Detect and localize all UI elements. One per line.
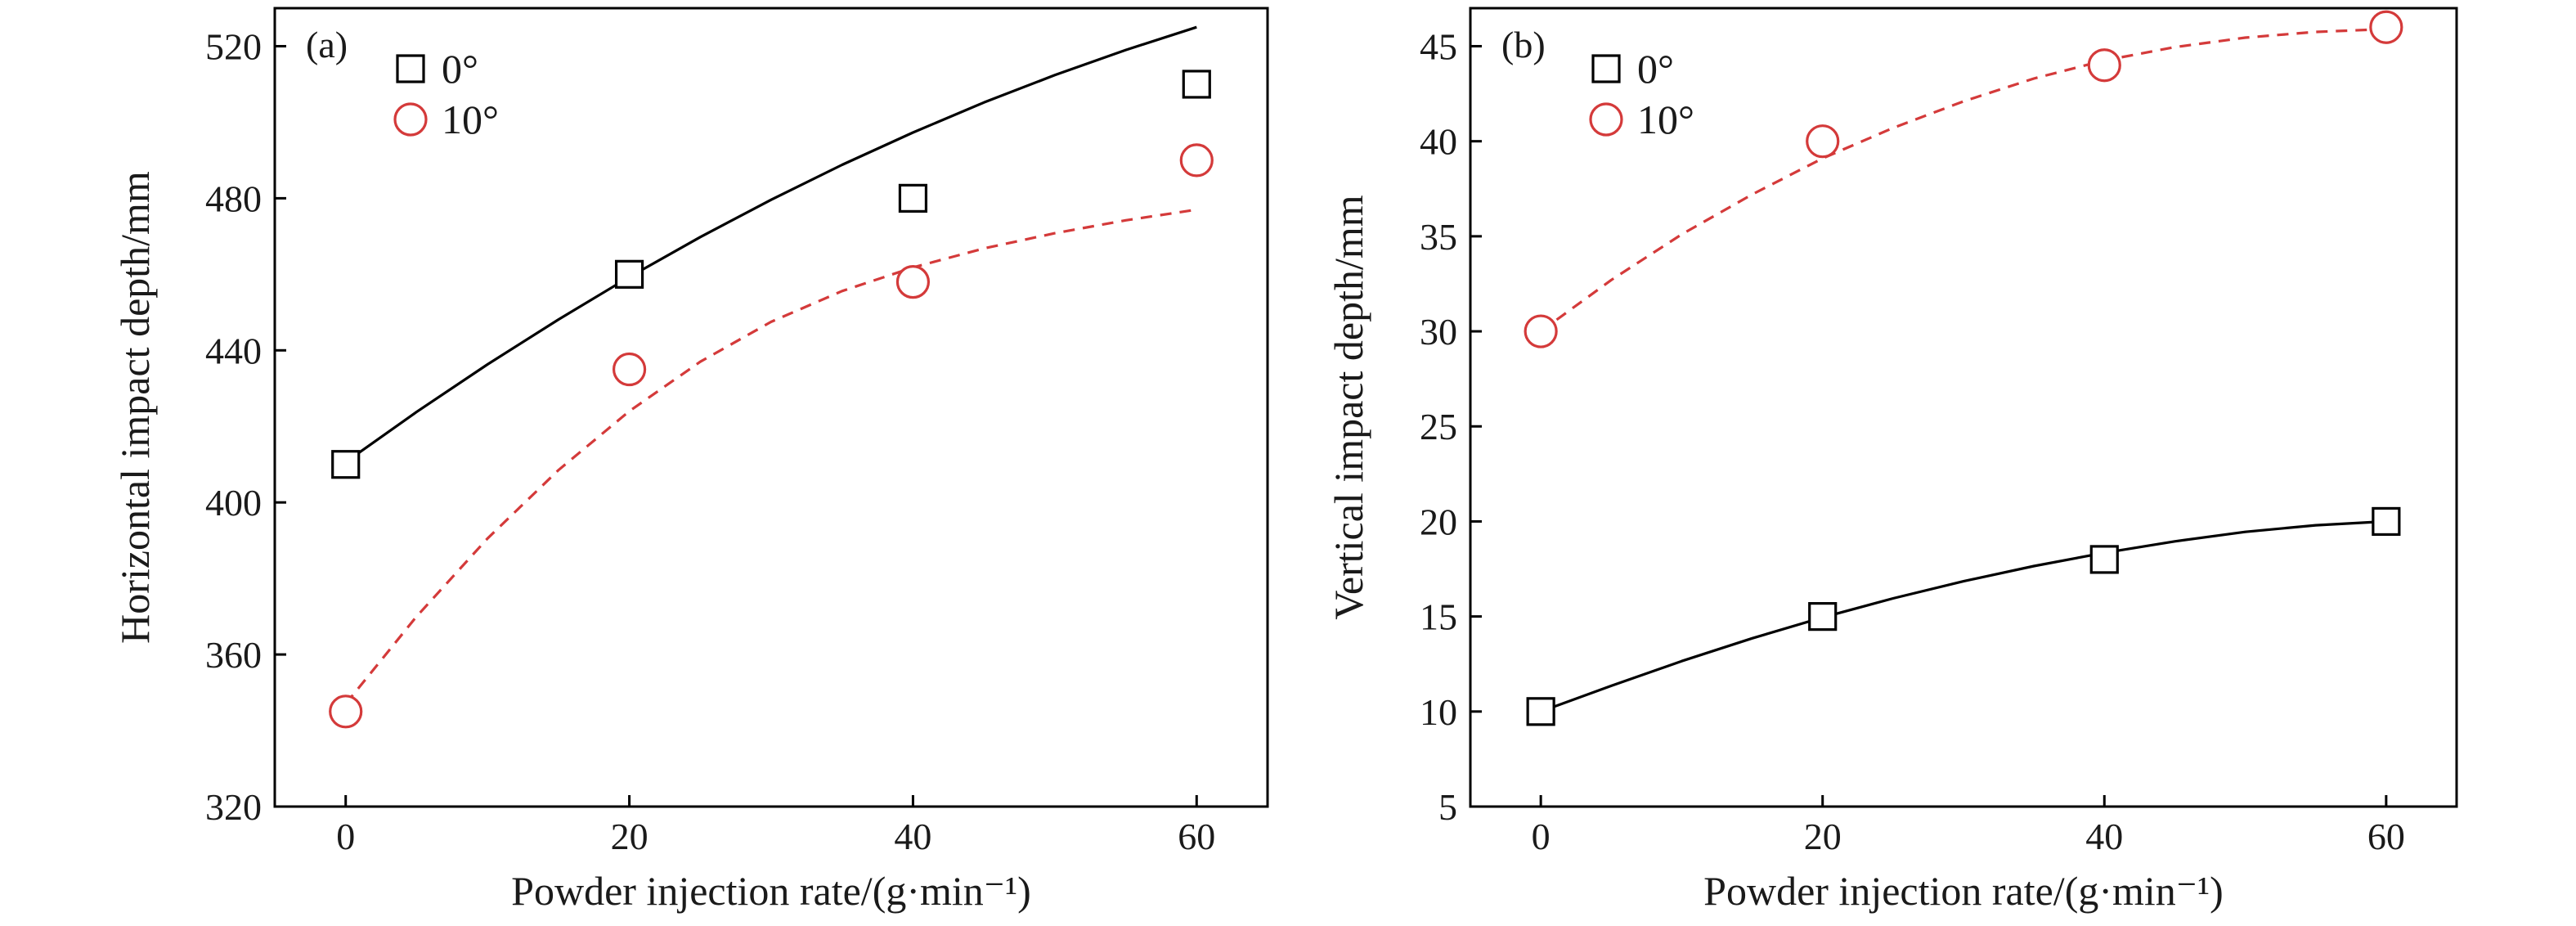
legend-marker-circle — [393, 102, 428, 137]
plot-frame — [273, 7, 1269, 808]
y-tick-label: 5 — [1438, 786, 1457, 828]
legend-label: 0° — [1637, 46, 1674, 92]
data-point-square — [2089, 545, 2119, 574]
legend-label: 10° — [1637, 97, 1694, 142]
panel-b: 0 20 40 60 5 10 15 20 25 30 35 40 45 Powder injection… — [1326, 7, 2458, 914]
y-tick-label: 25 — [1420, 406, 1457, 447]
data-point-square — [2372, 506, 2401, 537]
panel-label: (a) — [306, 24, 348, 65]
data-point-circle — [2087, 48, 2121, 83]
data-point-square — [1808, 602, 1838, 632]
fit-curve-series-1 — [1540, 28, 2386, 333]
legend-marker-square — [1591, 54, 1621, 83]
y-tick-label: 520 — [205, 25, 262, 67]
data-point-circle — [329, 694, 363, 729]
x-tick-label: 60 — [2367, 816, 2405, 857]
legend-label: 10° — [442, 97, 499, 142]
y-tick-label: 35 — [1420, 216, 1457, 258]
y-tick-label: 40 — [1420, 121, 1457, 163]
data-point-square — [898, 183, 928, 213]
data-point-circle — [612, 352, 647, 387]
data-point-square — [614, 259, 644, 289]
y-tick-label: 10 — [1420, 691, 1457, 733]
fit-curve-series-0 — [1540, 519, 2386, 713]
data-point-circle — [1179, 143, 1214, 178]
data-point-square — [1526, 697, 1555, 726]
y-tick-label: 440 — [205, 330, 262, 371]
x-tick-label: 0 — [1532, 816, 1551, 857]
legend-marker-square — [396, 54, 425, 83]
data-point-square — [331, 450, 361, 479]
panel-a: 0 20 40 60 320 360 400 440 480 520 Powder injectio… — [112, 7, 1269, 914]
y-tick-label: 360 — [205, 634, 262, 676]
plot-frame — [1469, 7, 2458, 808]
x-tick-label: 40 — [894, 816, 931, 857]
y-tick-label: 20 — [1420, 501, 1457, 542]
x-tick-label: 0 — [336, 816, 355, 857]
fit-curve-series-0 — [344, 25, 1197, 464]
data-point-circle — [2369, 10, 2403, 44]
legend-label: 0° — [442, 46, 478, 92]
y-axis-title: Vertical impact depth/mm — [1326, 195, 1371, 619]
x-axis-title: Powder injection rate/(g·min⁻¹) — [511, 868, 1031, 914]
x-tick-label: 20 — [611, 816, 648, 857]
legend-marker-circle — [1589, 102, 1623, 137]
y-tick-label: 480 — [205, 178, 262, 219]
data-point-circle — [1806, 124, 1840, 159]
data-point-circle — [1524, 314, 1558, 348]
fit-curve-series-1 — [344, 208, 1197, 705]
x-tick-label: 40 — [2085, 816, 2123, 857]
data-point-circle — [895, 265, 931, 299]
panel-label: (b) — [1501, 24, 1546, 65]
x-axis-title: Powder injection rate/(g·min⁻¹) — [1703, 868, 2224, 914]
y-axis-title: Horizontal impact depth/mm — [112, 171, 158, 644]
x-tick-label: 60 — [1178, 816, 1215, 857]
x-tick-label: 20 — [1804, 816, 1842, 857]
data-point-square — [1182, 70, 1211, 99]
y-tick-label: 320 — [205, 786, 262, 828]
y-tick-label: 45 — [1420, 25, 1457, 67]
y-tick-label: 400 — [205, 482, 262, 524]
y-tick-label: 15 — [1420, 596, 1457, 638]
y-tick-label: 30 — [1420, 311, 1457, 353]
